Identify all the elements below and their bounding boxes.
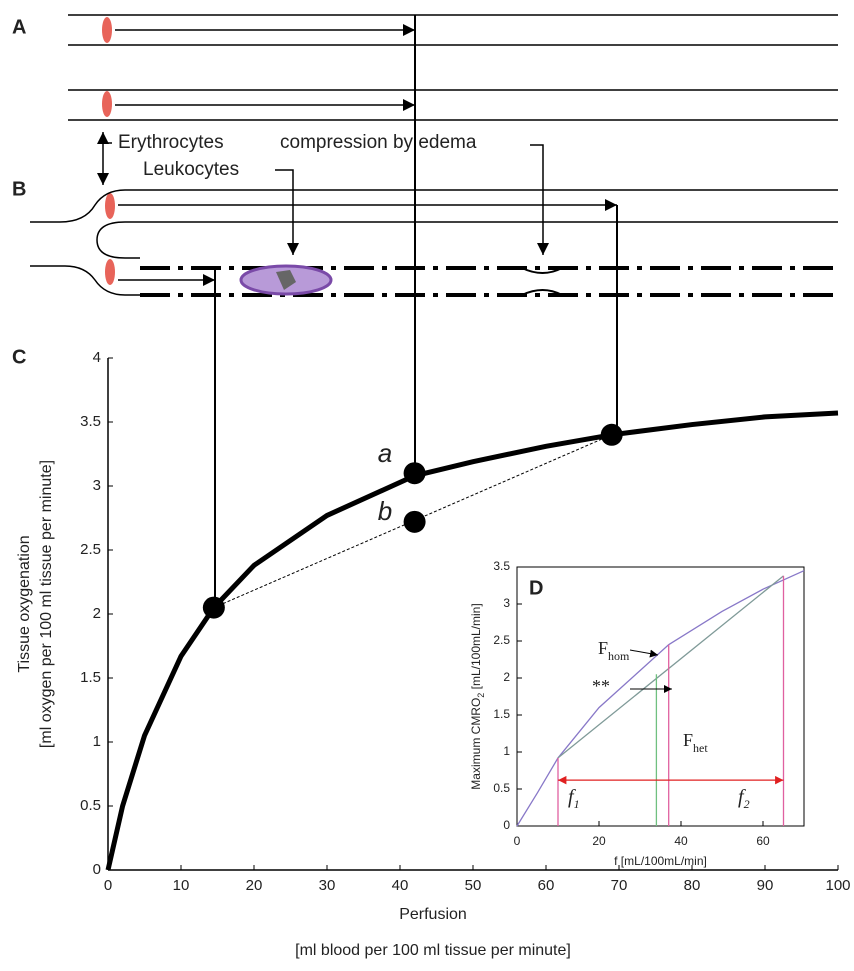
- x-tick-label: 60: [756, 834, 770, 848]
- x-axis-label: Perfusion: [399, 906, 467, 923]
- y-tick-label: 2.5: [493, 633, 510, 647]
- x-tick-label: 0: [514, 834, 521, 848]
- y-axis-label: [ml oxygen per 100 ml tissue per minute]: [38, 460, 55, 748]
- label: Erythrocytes: [118, 132, 224, 153]
- annotation-sub: 2: [744, 797, 750, 811]
- point-label: a: [378, 438, 392, 468]
- annotation-sub: hom: [608, 649, 630, 663]
- point: [202, 596, 225, 619]
- x-tick-label: 20: [592, 834, 606, 848]
- y-tick-label: 3.5: [80, 413, 101, 430]
- diagram-a: [68, 14, 838, 185]
- panel-label: A: [12, 16, 26, 38]
- y-tick-label: 1.5: [493, 707, 510, 721]
- leukocyte-nucleus: [276, 270, 296, 290]
- x-tick-label: 20: [246, 877, 263, 894]
- x-axis-label: [ml blood per 100 ml tissue per minute]: [295, 942, 571, 959]
- y-tick-label: 2.5: [80, 541, 101, 558]
- panel-label: B: [12, 178, 26, 200]
- panel-label: C: [12, 346, 26, 368]
- annotation-text: f: [568, 786, 576, 808]
- annotation: f2: [738, 786, 750, 811]
- x-tick-label: 80: [684, 877, 701, 894]
- y-axis-label: Maximum CMRO2 [mL/100mL/min]: [469, 603, 486, 789]
- plot-frame: [516, 566, 805, 827]
- y-tick-label: 1: [503, 744, 510, 758]
- y-axis-label: Tissue oxygenation: [16, 535, 33, 672]
- x-tick-label: 0: [104, 877, 112, 894]
- annotation: **: [592, 676, 610, 696]
- y-tick-label: 2: [503, 670, 510, 684]
- curve: [557, 575, 784, 759]
- annotation-text: f: [738, 786, 746, 808]
- y-tick-label: 3: [93, 477, 101, 494]
- erythrocytes: [102, 17, 115, 285]
- x-tick-label: 10: [173, 877, 190, 894]
- annotation-text: F: [598, 638, 608, 658]
- pointer: [629, 649, 659, 658]
- panel-label: D: [529, 577, 543, 599]
- x-tick-label: 60: [538, 877, 555, 894]
- x-tick-label: 40: [392, 877, 409, 894]
- x-tick-label: 70: [611, 877, 628, 894]
- annotation: f1: [568, 786, 580, 811]
- annotation-text: **: [592, 676, 610, 696]
- label: compression by edema: [280, 132, 477, 153]
- y-tick-label: 3: [503, 596, 510, 610]
- y-tick-label: 2: [93, 605, 101, 622]
- curve: [105, 410, 839, 871]
- point-label: b: [378, 496, 392, 526]
- point: [403, 510, 426, 533]
- y-tick-label: 4: [93, 349, 101, 366]
- x-tick-label: 100: [825, 877, 850, 894]
- x-tick-label: 30: [319, 877, 336, 894]
- annotation-sub: het: [693, 741, 708, 755]
- connectors: [214, 15, 618, 608]
- y-tick-label: 0.5: [493, 781, 510, 795]
- point: [600, 423, 623, 446]
- label: Leukocytes: [143, 159, 239, 180]
- y-axis-label-part: Maximum CMRO: [469, 698, 483, 790]
- annotation-text: F: [683, 730, 693, 750]
- x-tick-label: 40: [674, 834, 688, 848]
- x-axis-label: f [mL/100mL/min]: [614, 854, 707, 868]
- annotation: Fhet: [683, 730, 708, 755]
- y-tick-label: 1: [93, 733, 101, 750]
- y-tick-label: 1.5: [80, 669, 101, 686]
- y-tick-label: 0: [93, 861, 101, 878]
- y-tick-label: 0.5: [80, 797, 101, 814]
- y-axis-label-part: 2: [476, 693, 486, 698]
- annotation-sub: 1: [574, 797, 580, 811]
- annotation: Fhom: [598, 638, 630, 663]
- curve: [516, 570, 805, 827]
- y-tick-label: 3.5: [493, 559, 510, 573]
- x-tick-label: 90: [757, 877, 774, 894]
- y-axis-label-part: [mL/100mL/min]: [469, 603, 483, 692]
- point: [403, 462, 426, 485]
- x-tick-label: 50: [465, 877, 482, 894]
- y-tick-label: 0: [503, 818, 510, 832]
